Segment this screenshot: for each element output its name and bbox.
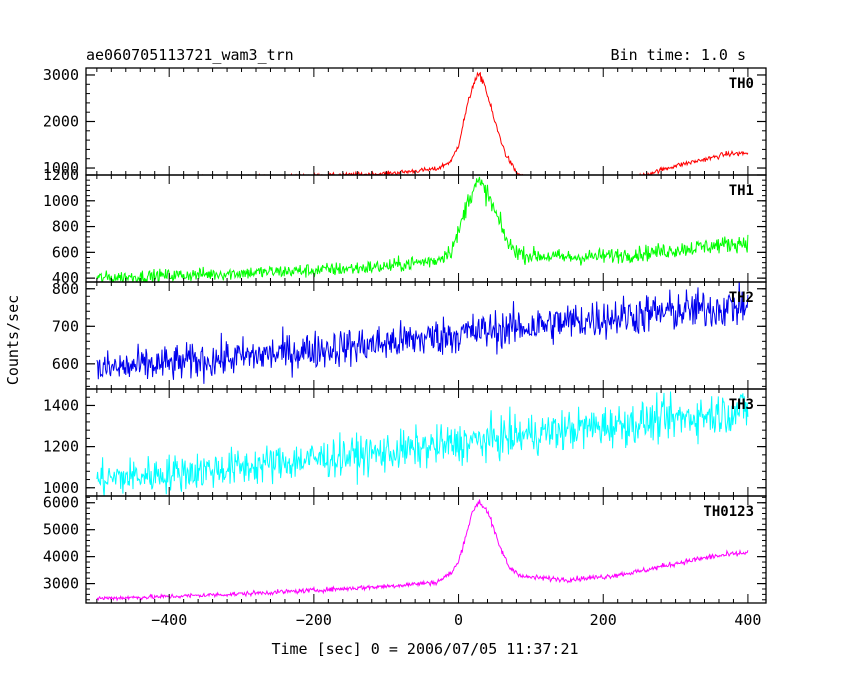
y-tick-label: 5000	[43, 521, 79, 539]
y-tick-label: 400	[52, 269, 79, 287]
y-tick-label: 3000	[43, 575, 79, 593]
y-tick-label: 800	[52, 218, 79, 236]
y-tick-label: 600	[52, 243, 79, 261]
y-tick-label: 4000	[43, 548, 79, 566]
panel-th3: 1000 1200 1400 TH3	[43, 388, 767, 497]
y-tick-label: 600	[52, 355, 79, 373]
panel-label-th3: TH3	[729, 397, 754, 413]
panel-label-th0123: TH0123	[703, 504, 754, 520]
panel-th0: 1000 2000 3000 TH0	[43, 66, 767, 177]
panel-th2: 600 700 800 TH2	[52, 280, 767, 390]
y-axis-label: Counts/sec	[4, 295, 22, 385]
panel-label-th0: TH0	[729, 76, 754, 92]
y-tick-label: 1200	[43, 166, 79, 184]
x-axis-label: Time [sec] 0 = 2006/07/05 11:37:21	[271, 640, 578, 658]
y-tick-label: 1000	[43, 192, 79, 210]
panel-th1: 400 600 800 1000 1200 TH1	[43, 166, 767, 287]
x-tick-label: 200	[590, 611, 617, 629]
x-axis: −400 −200 0 200 400	[151, 611, 761, 629]
x-tick-label: 400	[734, 611, 761, 629]
x-tick-label: −200	[296, 611, 332, 629]
panel-label-th1: TH1	[729, 183, 754, 199]
y-tick-label: 800	[52, 280, 79, 298]
y-tick-label: 700	[52, 317, 79, 335]
x-tick-label: −400	[151, 611, 187, 629]
y-tick-label: 1000	[43, 479, 79, 497]
panel-frame	[85, 281, 767, 390]
y-tick-label: 3000	[43, 66, 79, 84]
y-tick-label: 1200	[43, 438, 79, 456]
chart-title: ae060705113721_wam3_trn	[86, 46, 294, 64]
panel-frame	[85, 67, 767, 176]
panel-frame	[85, 495, 767, 604]
bin-time-label: Bin time: 1.0 s	[611, 46, 746, 64]
y-tick-label: 6000	[43, 494, 79, 512]
series-th1-line	[96, 176, 749, 282]
y-tick-label: 1400	[43, 396, 79, 414]
y-tick-label: 1000	[43, 159, 79, 177]
x-tick-label: 0	[454, 611, 463, 629]
panel-frame	[85, 174, 767, 283]
y-tick-label: 2000	[43, 113, 79, 131]
series-th0-line	[159, 71, 749, 175]
panels-group: 100020003000TH040060080010001200TH160070…	[43, 66, 767, 604]
panel-label-th2: TH2	[729, 290, 754, 306]
panel-th0123: 3000 4000 5000 6000 TH0123	[43, 494, 767, 604]
series-th2-line	[96, 282, 749, 384]
series-th3-line	[96, 391, 749, 496]
series-th0123-line	[96, 499, 749, 602]
